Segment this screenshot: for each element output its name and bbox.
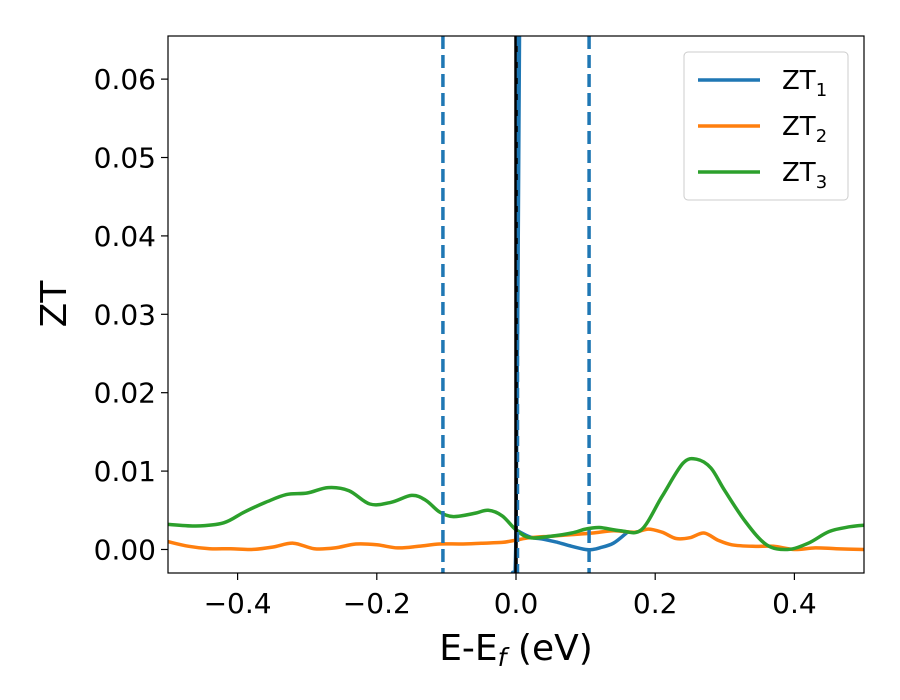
x-tick-label: 0.0 [494, 587, 539, 620]
y-tick-label: 0.06 [94, 63, 156, 96]
y-axis-label: ZT [34, 280, 75, 328]
x-tick-label: 0.2 [633, 587, 678, 620]
y-tick-label: 0.03 [94, 298, 156, 331]
y-tick-label: 0.02 [94, 377, 156, 410]
legend-label-zt2: ZT2 [782, 112, 827, 147]
reference-lines [441, 36, 591, 573]
x-tick-label: 0.4 [772, 587, 817, 620]
legend: ZT1 ZT2 ZT3 [683, 51, 849, 201]
legend-box [683, 51, 849, 201]
y-tick-label: 0.04 [94, 220, 156, 253]
y-axis-ticks: 0.00 0.01 0.02 0.03 0.04 0.05 0.06 [94, 63, 168, 566]
x-axis-label: E-Ef (eV) [439, 628, 593, 672]
series-line-zt3-3 [168, 456, 864, 552]
legend-label-zt3: ZT3 [782, 158, 827, 193]
legend-label-zt1: ZT1 [782, 66, 827, 101]
y-tick-label: 0.01 [94, 455, 156, 488]
y-tick-label: 0.00 [94, 533, 156, 566]
x-tick-label: −0.4 [204, 587, 272, 620]
y-tick-label: 0.05 [94, 142, 156, 175]
x-axis-ticks: −0.4 −0.2 0.0 0.2 0.4 [204, 573, 817, 620]
x-tick-label: −0.2 [343, 587, 411, 620]
